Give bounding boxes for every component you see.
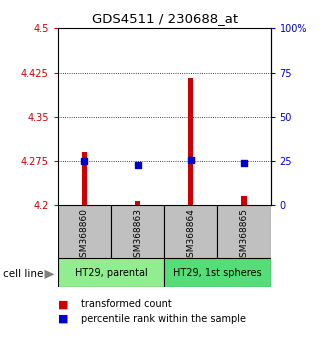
Text: transformed count: transformed count [81, 299, 172, 309]
Bar [217, 205, 271, 258]
Text: GSM368865: GSM368865 [240, 208, 248, 263]
Text: GSM368863: GSM368863 [133, 208, 142, 263]
Text: GDS4511 / 230688_at: GDS4511 / 230688_at [92, 12, 238, 25]
Text: GSM368864: GSM368864 [186, 208, 195, 263]
Bar [58, 205, 111, 258]
Point [82, 158, 87, 164]
Text: ■: ■ [58, 314, 68, 324]
Bar [188, 79, 193, 205]
Text: HT29, 1st spheres: HT29, 1st spheres [173, 268, 262, 278]
Text: HT29, parental: HT29, parental [75, 268, 147, 278]
Bar [164, 205, 217, 258]
Text: GSM368860: GSM368860 [80, 208, 89, 263]
Bar [82, 152, 87, 205]
Point [135, 162, 140, 168]
Bar [241, 196, 247, 205]
Point [188, 157, 193, 163]
Polygon shape [45, 270, 54, 279]
Point [241, 161, 247, 166]
Bar [135, 201, 140, 205]
Bar [58, 258, 164, 287]
Text: cell line: cell line [3, 269, 44, 279]
Bar [111, 205, 164, 258]
Text: ■: ■ [58, 299, 68, 309]
Bar [164, 258, 271, 287]
Text: percentile rank within the sample: percentile rank within the sample [81, 314, 246, 324]
